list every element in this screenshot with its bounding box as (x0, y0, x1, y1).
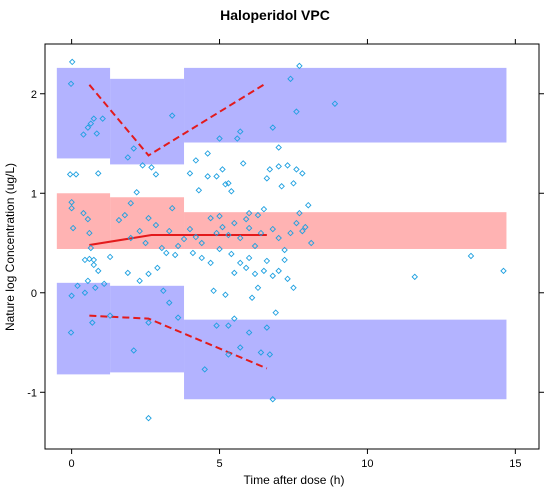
observation-point (229, 251, 234, 256)
observation-point (146, 416, 151, 421)
y-tick-label: 2 (31, 89, 37, 101)
x-tick-label: 15 (509, 458, 521, 470)
observation-point (294, 167, 299, 172)
observation-point (220, 167, 225, 172)
observation-point (199, 255, 204, 260)
observation-point (244, 265, 249, 270)
median-band-segment-3 (184, 212, 506, 249)
upper-band-segment-1 (57, 68, 110, 159)
observation-point (264, 176, 269, 181)
observation-point (291, 285, 296, 290)
observation-point (273, 310, 278, 315)
observation-point (149, 165, 154, 170)
observation-point (412, 274, 417, 279)
lower-band-segment-3 (184, 320, 506, 400)
median-band-segment-1 (57, 193, 110, 249)
x-tick-label: 10 (361, 458, 373, 470)
observation-point (146, 271, 151, 276)
observation-point (70, 59, 75, 64)
observation-point (196, 188, 201, 193)
observation-point (155, 265, 160, 270)
observation-point (125, 270, 130, 275)
observation-point (205, 174, 210, 179)
observation-point (276, 145, 281, 150)
observation-point (85, 278, 90, 283)
observation-point (134, 190, 139, 195)
observation-point (87, 256, 92, 261)
observation-point (229, 189, 234, 194)
chart-title: Haloperidol VPC (220, 7, 330, 23)
observation-point (267, 167, 272, 172)
x-axis-label: Time after dose (h) (244, 473, 345, 487)
y-tick-label: -1 (27, 387, 37, 399)
observation-point (205, 151, 210, 156)
observation-point (468, 253, 473, 258)
observation-point (306, 203, 311, 208)
observation-point (300, 171, 305, 176)
observation-point (82, 257, 87, 262)
observation-point (279, 184, 284, 189)
observation-point (214, 174, 219, 179)
observation-point (232, 270, 237, 275)
observation-point (247, 255, 252, 260)
observation-point (73, 172, 78, 177)
observation-point (261, 207, 266, 212)
observation-point (137, 278, 142, 283)
observation-point (501, 268, 506, 273)
observation-point (190, 250, 195, 255)
observation-point (96, 268, 101, 273)
observation-point (107, 254, 112, 259)
observation-point (173, 252, 178, 257)
median-band-segment-2 (110, 197, 184, 249)
observation-point (96, 171, 101, 176)
prediction-intervals (57, 68, 507, 399)
observation-point (285, 163, 290, 168)
observation-point (211, 288, 216, 293)
observation-point (223, 292, 228, 297)
observation-point (285, 276, 290, 281)
x-tick-label: 0 (69, 458, 75, 470)
observation-point (241, 161, 246, 166)
upper-band-segment-3 (184, 68, 506, 143)
observation-point (153, 172, 158, 177)
observation-point (276, 268, 281, 273)
y-tick-label: 0 (31, 288, 37, 300)
observation-point (238, 260, 243, 265)
observation-point (252, 271, 257, 276)
observation-point (249, 295, 254, 300)
observation-point (297, 63, 302, 68)
lower-band-segment-1 (57, 283, 110, 375)
observation-point (68, 172, 73, 177)
y-tick-label: 1 (31, 188, 37, 200)
observation-point (255, 285, 260, 290)
observation-point (270, 273, 275, 278)
observation-point (208, 260, 213, 265)
observation-point (264, 258, 269, 263)
observation-point (193, 158, 198, 163)
observation-point (261, 268, 266, 273)
observation-point (164, 250, 169, 255)
x-tick-label: 5 (216, 458, 222, 470)
observation-point (187, 171, 192, 176)
observation-point (282, 257, 287, 262)
observation-point (291, 181, 296, 186)
observation-point (276, 164, 281, 169)
lower-band-segment-2 (110, 286, 184, 373)
y-axis-label: Nature log Concentration (ug/L) (3, 163, 17, 331)
